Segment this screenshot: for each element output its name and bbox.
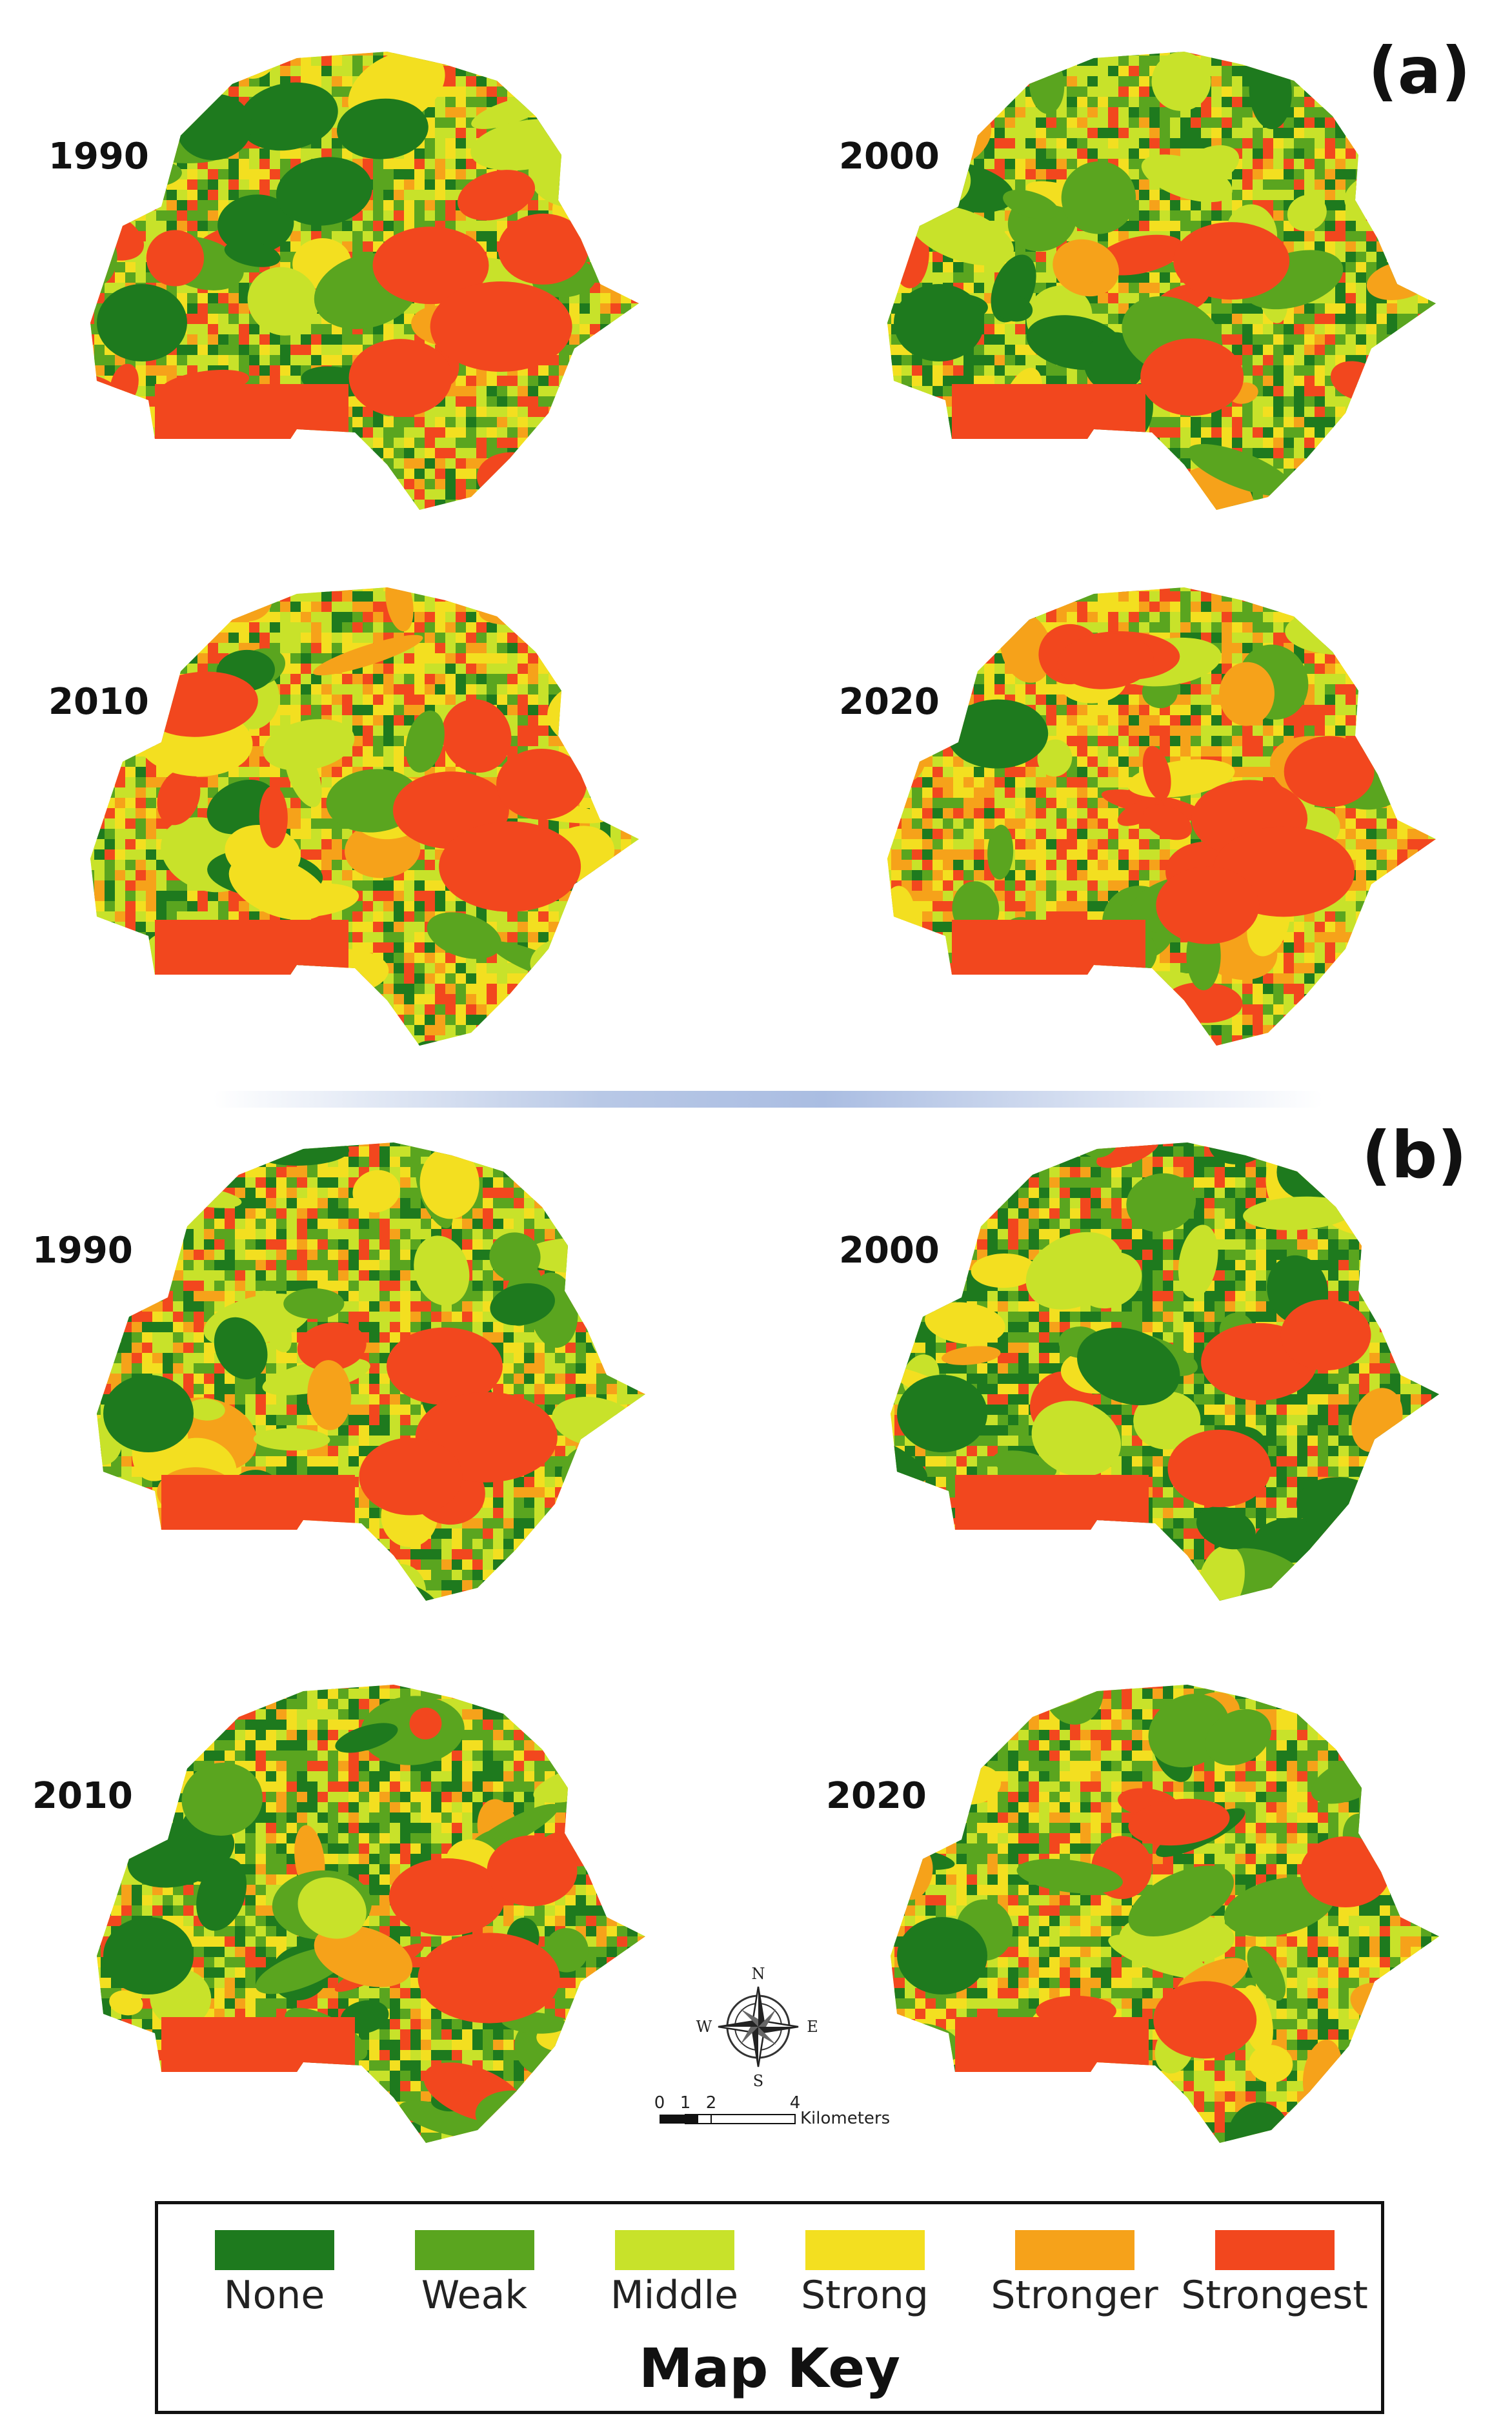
year-label-a-2000: 2000: [839, 139, 940, 175]
legend-label-stronger: Stronger: [984, 2275, 1165, 2316]
year-label-a-2010: 2010: [48, 684, 149, 720]
map-b-2000: [891, 1142, 1439, 1601]
legend-label-strong: Strong: [787, 2275, 942, 2316]
year-label-b-2000: 2000: [839, 1233, 940, 1269]
map-a-1990: [90, 52, 639, 510]
year-label-a-1990: 1990: [48, 139, 149, 175]
scale-tick-0: 0: [654, 2093, 665, 2113]
map-b-2020: [891, 1685, 1439, 2143]
scale-bar: 0 1 2 4 Kilometers: [654, 2093, 890, 2128]
legend-item-middle: Middle: [597, 2230, 752, 2316]
legend-swatch-strongest: [1215, 2230, 1335, 2270]
legend-label-strongest: Strongest: [1178, 2275, 1371, 2316]
year-label-a-2020: 2020: [839, 684, 940, 720]
scale-tick-4: 4: [790, 2093, 801, 2113]
scale-unit: Kilometers: [800, 2109, 890, 2128]
map-a-2000: [887, 52, 1436, 510]
scale-tick-2: 2: [706, 2093, 717, 2113]
map-legend: None Weak Middle Strong Stronger Stronge…: [155, 2201, 1384, 2414]
legend-items: None Weak Middle Strong Stronger Stronge…: [158, 2230, 1381, 2327]
scale-tick-1: 1: [680, 2093, 691, 2113]
compass-s: S: [753, 2072, 763, 2090]
panel-label-b: (b): [1362, 1123, 1467, 1188]
legend-title: Map Key: [158, 2337, 1381, 2400]
year-label-b-2010: 2010: [32, 1778, 133, 1814]
legend-item-stronger: Stronger: [984, 2230, 1165, 2316]
legend-swatch-none: [214, 2230, 334, 2270]
map-a-2020: [887, 587, 1436, 1046]
year-label-b-1990: 1990: [32, 1233, 133, 1269]
legend-label-weak: Weak: [397, 2275, 552, 2316]
legend-item-strongest: Strongest: [1178, 2230, 1371, 2316]
compass-rose-icon: N S E W: [696, 1965, 818, 2090]
map-b-2010: [97, 1685, 645, 2143]
year-label-b-2020: 2020: [826, 1778, 927, 1814]
legend-label-middle: Middle: [597, 2275, 752, 2316]
legend-item-strong: Strong: [787, 2230, 942, 2316]
legend-swatch-stronger: [1014, 2230, 1134, 2270]
map-b-1990: [97, 1142, 645, 1601]
map-a-2010: [90, 587, 639, 1046]
panel-divider: [213, 1091, 1323, 1108]
panel-label-a: (a): [1368, 39, 1471, 103]
legend-label-none: None: [197, 2275, 352, 2316]
legend-swatch-strong: [805, 2230, 925, 2270]
legend-item-none: None: [197, 2230, 352, 2316]
legend-swatch-middle: [614, 2230, 734, 2270]
compass-n: N: [752, 1965, 765, 1983]
legend-swatch-weak: [414, 2230, 534, 2270]
legend-item-weak: Weak: [397, 2230, 552, 2316]
compass-w: W: [696, 2018, 712, 2036]
compass-e: E: [807, 2018, 818, 2036]
